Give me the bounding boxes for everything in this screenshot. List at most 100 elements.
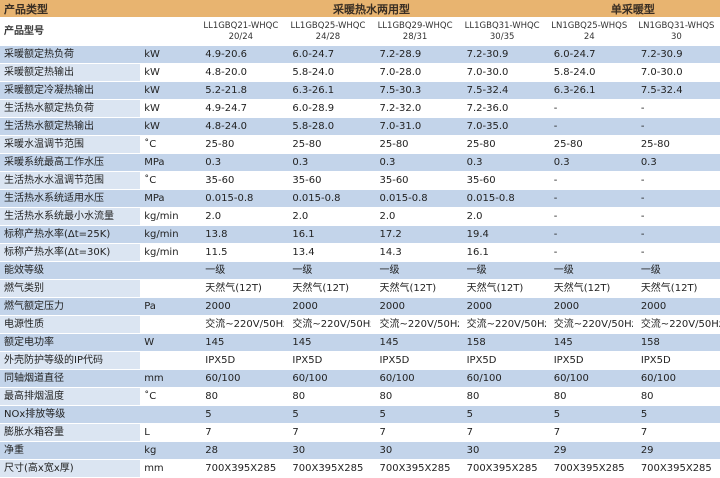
spec-value: 0.3 [632,153,720,172]
spec-value: 60/100 [458,369,546,388]
spec-label: 生活热水额定热输出 [0,117,141,136]
spec-row: 标称产热水率(Δt=25K) kg/min 13.8 16.1 17.2 19.4- - [0,225,720,244]
spec-label: 标称产热水率(Δt=30K) [0,243,141,262]
spec-value: 7.0-28.0 [371,63,459,82]
spec-value: - [545,99,633,118]
spec-value: IPX5D [545,351,633,370]
spec-value: 700X395X285 [197,459,285,478]
spec-value: 145 [197,333,285,352]
spec-value: - [545,243,633,262]
spec-value: 5.8-28.0 [284,117,372,136]
spec-value: 25-80 [284,135,372,154]
heating-only-group-heading: 单采暖型 [545,0,720,18]
spec-row: 采暖水温调节范围 ˚C 25-80 25-80 25-80 25-80 25-80 25-80 [0,135,720,154]
spec-unit [140,351,198,370]
spec-value: 80 [545,387,633,406]
spec-value: 60/100 [545,369,633,388]
spec-value: 30 [371,441,459,460]
spec-value: 一级 [632,261,720,280]
spec-row: 生活热水系统最小水流量 kg/min 2.0 2.0 2.0 2.0- - [0,207,720,226]
spec-value: 158 [632,333,720,352]
spec-value: 700X395X285 [284,459,372,478]
spec-row: 标称产热水率(Δt=30K) kg/min 11.5 13.4 14.3 16.1- - [0,243,720,262]
spec-value: 60/100 [197,369,285,388]
spec-value: 7 [197,423,285,442]
spec-row: 能效等级 一级 一级 一级 一级 一级 一级 [0,261,720,280]
spec-value: 158 [458,333,546,352]
spec-value: 16.1 [284,225,372,244]
spec-value: 0.3 [458,153,546,172]
spec-value: - [632,189,720,208]
spec-value: 7.2-28.9 [371,45,459,64]
spec-row: 膨胀水箱容量 L 7 7 7 7 7 7 [0,423,720,442]
spec-unit: mm [140,459,198,478]
spec-value: - [632,117,720,136]
spec-value: 天然气(12T) [197,279,285,298]
spec-value: 2.0 [284,207,372,226]
spec-value: 2.0 [458,207,546,226]
spec-value: 5 [197,405,285,424]
spec-value: 一级 [197,261,285,280]
spec-value: - [545,171,633,190]
spec-value: 0.3 [197,153,285,172]
spec-value: 交流~220V/50Hz [371,315,459,334]
spec-value: 25-80 [545,135,633,154]
spec-value: 700X395X285 [458,459,546,478]
spec-value: 145 [545,333,633,352]
spec-value: 2.0 [371,207,459,226]
model-cell: LL1GBQ25-WHQC 24/28 [284,17,372,46]
spec-value: 0.015-0.8 [197,189,285,208]
spec-value: 交流~220V/50Hz [545,315,633,334]
spec-value: 交流~220V/50Hz [197,315,285,334]
spec-unit [140,279,198,298]
spec-value: - [632,99,720,118]
spec-value: 7.2-30.9 [458,45,546,64]
spec-unit: kW [140,81,198,100]
spec-value: 7 [371,423,459,442]
spec-value: 6.3-26.1 [545,81,633,100]
model-number-row: 产品型号 LL1GBQ21-WHQC 20/24 LL1GBQ25-WHQC 2… [0,17,720,46]
spec-value: 2000 [371,297,459,316]
spec-label: NOx排放等级 [0,405,141,424]
spec-value: 5 [371,405,459,424]
spec-value: 2.0 [197,207,285,226]
spec-value: 0.015-0.8 [458,189,546,208]
spec-value: 7.2-36.0 [458,99,546,118]
spec-value: 天然气(12T) [284,279,372,298]
spec-value: 0.015-0.8 [371,189,459,208]
spec-value: 7.5-32.4 [632,81,720,100]
spec-row: 燃气额定压力 Pa 2000 2000 2000 2000 2000 2000 [0,297,720,316]
spec-value: - [545,207,633,226]
spec-value: 天然气(12T) [545,279,633,298]
spec-value: 7.5-30.3 [371,81,459,100]
spec-unit: ˚C [140,387,198,406]
spec-table-body: 采暖额定热负荷 kW 4.9-20.6 6.0-24.7 7.2-28.9 7.2-30.… [0,45,720,478]
spec-value: 11.5 [197,243,285,262]
spec-value: 25-80 [458,135,546,154]
category-header-row: 产品类型 采暖热水两用型 单采暖型 [0,0,720,18]
spec-label: 标称产热水率(Δt=25K) [0,225,141,244]
spec-value: 一级 [284,261,372,280]
spec-value: 7 [284,423,372,442]
spec-value: 60/100 [632,369,720,388]
dual-use-group-heading: 采暖热水两用型 [197,0,546,18]
spec-label: 采暖额定热负荷 [0,45,141,64]
spec-value: 13.4 [284,243,372,262]
spec-value: 5.8-24.0 [545,63,633,82]
spec-value: 29 [545,441,633,460]
spec-value: 30 [458,441,546,460]
model-cell: LN1GBQ25-WHQS 24 [545,17,633,46]
spec-label: 额定电功率 [0,333,141,352]
spec-row: 生活热水系统适用水压 MPa 0.015-0.8 0.015-0.8 0.015-0.8… [0,189,720,208]
spec-label: 生活热水额定热负荷 [0,99,141,118]
spec-value: 6.0-24.7 [545,45,633,64]
spec-label: 净重 [0,441,141,460]
spec-value: 19.4 [458,225,546,244]
spec-value: 交流~220V/50Hz [458,315,546,334]
spec-value: 80 [632,387,720,406]
spec-row: 燃气类别 天然气(12T) 天然气(12T) 天然气(12T) 天然气(12T) 天然气(… [0,279,720,298]
spec-value: 2000 [197,297,285,316]
spec-row: 最高排烟温度 ˚C 80 80 80 80 80 80 [0,387,720,406]
spec-row: 尺寸(高x宽x厚) mm 700X395X285 700X395X285 700X395… [0,459,720,478]
